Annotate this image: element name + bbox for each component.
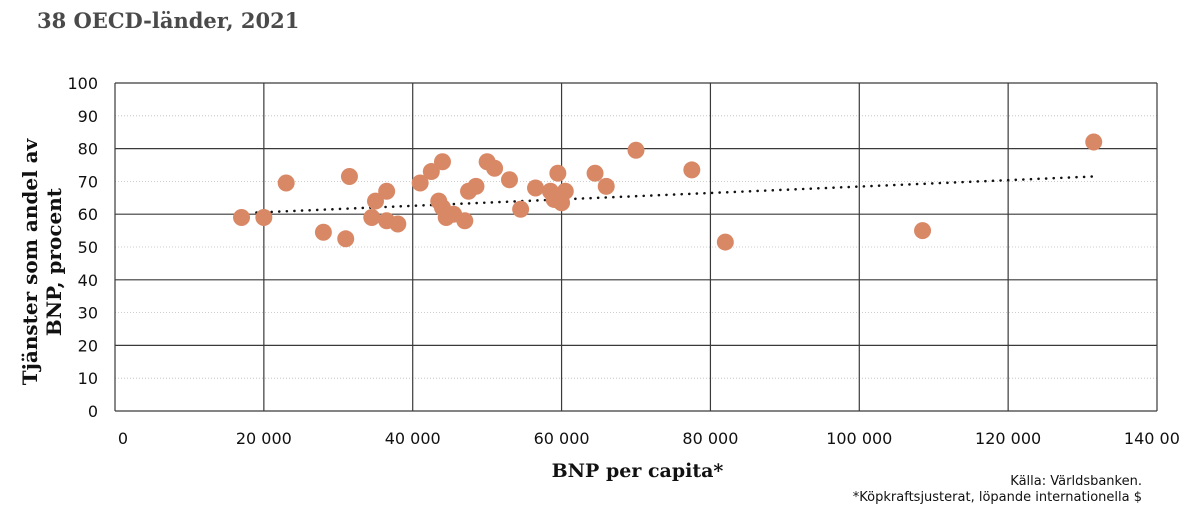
data-point (683, 161, 701, 179)
data-point (340, 167, 358, 185)
source-line-2: *Köpkraftsjusterat, löpande internatione… (852, 490, 1142, 505)
data-point (411, 174, 429, 192)
data-point (337, 230, 355, 248)
y-tick-label: 20 (78, 336, 98, 355)
x-tick-label: 0 (118, 429, 128, 448)
y-tick-label: 0 (88, 402, 98, 421)
y-axis-label-line-1: Tjänster som andel av (18, 138, 43, 386)
x-tick-label: 20 000 (236, 429, 292, 448)
x-tick-label: 120 000 (975, 429, 1041, 448)
data-point (716, 233, 734, 251)
data-point (277, 174, 295, 192)
data-point (389, 215, 407, 233)
y-tick-label: 100 (67, 74, 98, 93)
y-tick-label: 80 (78, 140, 98, 159)
data-point (433, 153, 451, 171)
data-points (233, 133, 1103, 251)
y-tick-label: 40 (78, 271, 98, 290)
source-line-1: Källa: Världsbanken. (1010, 474, 1142, 489)
x-tick-label: 80 000 (682, 429, 738, 448)
trend-line-path (255, 175, 1096, 214)
x-axis-label: BNP per capita* (551, 460, 724, 482)
data-point (233, 208, 251, 226)
data-point (549, 164, 567, 182)
data-point (597, 177, 615, 195)
data-point (363, 208, 381, 226)
source-note: Källa: Världsbanken. *Köpkraftsjusterat,… (853, 474, 1142, 506)
data-point (422, 163, 440, 181)
x-tick-labels: 0 20 000 40 000 60 000 80 000 100 000 120 000 1… (118, 429, 1180, 448)
y-tick-labels: 0 10 20 30 40 50 60 70 80 90 100 (67, 74, 98, 421)
data-point (456, 212, 474, 230)
data-point (527, 179, 545, 197)
data-point (486, 159, 504, 177)
y-tick-label: 70 (78, 172, 98, 191)
data-point (314, 223, 332, 241)
grid-lines (114, 82, 1158, 412)
x-tick-label: 100 000 (826, 429, 892, 448)
y-tick-label: 30 (78, 304, 98, 323)
data-point (500, 171, 518, 189)
data-point (556, 182, 574, 200)
data-point (1085, 133, 1103, 151)
x-tick-label: 140 000 (1124, 429, 1180, 448)
data-point (367, 192, 384, 210)
data-point (467, 177, 485, 195)
data-point (512, 200, 530, 218)
data-point (586, 164, 604, 182)
chart-subtitle: 38 OECD-länder, 2021 (37, 8, 300, 33)
trend-line (255, 175, 1096, 214)
data-point (914, 222, 932, 240)
y-tick-label: 60 (78, 205, 98, 224)
x-tick-label: 40 000 (385, 429, 441, 448)
y-tick-label: 90 (78, 107, 98, 126)
data-point (627, 141, 645, 159)
y-axis-label: Tjänster som andel av BNP, procent (18, 139, 66, 385)
data-point (255, 208, 273, 226)
data-point (378, 182, 396, 200)
x-tick-label: 60 000 (534, 429, 590, 448)
y-axis-label-line-2: BNP, procent (42, 187, 67, 337)
y-tick-label: 50 (78, 238, 98, 257)
y-tick-label: 10 (78, 369, 98, 388)
